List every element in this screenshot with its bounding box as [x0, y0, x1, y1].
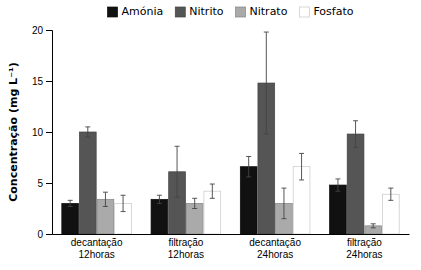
- tick-label: 0: [37, 229, 43, 240]
- error-bar: [210, 184, 215, 198]
- tick: filtração24horas: [346, 237, 382, 260]
- bar: [347, 134, 364, 234]
- axis-line: [46, 31, 53, 235]
- bar: [330, 185, 347, 234]
- legend-item: Nitrato: [236, 5, 288, 18]
- legend-swatch: [236, 7, 246, 17]
- tick-label-line: 12horas: [79, 249, 115, 260]
- error-bar: [192, 198, 197, 208]
- tick-label: 15: [32, 76, 44, 87]
- tick-mark: [46, 30, 52, 31]
- y-axis: 0 5 10 15 20: [32, 25, 53, 240]
- axis-line: [53, 234, 410, 235]
- series: [62, 156, 346, 234]
- legend-swatch: [299, 7, 309, 17]
- tick-label-line: 12horas: [168, 249, 204, 260]
- tick-label: filtração24horas: [346, 237, 382, 260]
- tick-label-line: 24horas: [257, 249, 293, 260]
- legend-item: Nitrito: [175, 5, 223, 18]
- error-bar: [388, 188, 393, 200]
- tick-label-line: 24horas: [346, 249, 382, 260]
- error-bar: [335, 179, 340, 191]
- series: [115, 153, 399, 234]
- series: [97, 188, 381, 234]
- legend-label: Amónia: [122, 5, 164, 18]
- tick-label-line: decantação: [249, 237, 301, 248]
- tick-label: filtração12horas: [168, 237, 204, 260]
- tick-mark: [46, 234, 52, 235]
- tick-mark: [46, 132, 52, 133]
- error-bar: [68, 200, 73, 206]
- tick: 0: [37, 229, 52, 240]
- tick-label: 10: [32, 127, 44, 138]
- legend: Amónia Nitrito Nitrato Fosfato: [108, 5, 354, 18]
- legend-label: Nitrato: [250, 5, 288, 18]
- error-bar: [121, 195, 126, 211]
- error-bar: [103, 192, 108, 206]
- tick-label: decantação12horas: [71, 237, 123, 260]
- bar: [151, 199, 168, 234]
- error-bar: [175, 146, 180, 197]
- marks: [62, 32, 399, 234]
- tick: decantação24horas: [249, 237, 301, 260]
- x-axis: decantação12horasfiltração12horasdecanta…: [53, 235, 410, 260]
- tick: filtração12horas: [168, 237, 204, 260]
- tick: 5: [37, 178, 52, 189]
- y-axis-title: Concentração (mg L⁻¹): [7, 62, 20, 202]
- error-bar: [157, 195, 162, 203]
- error-bar: [264, 32, 269, 134]
- tick-mark: [46, 183, 52, 184]
- error-bar: [246, 156, 251, 176]
- error-bar: [299, 153, 304, 180]
- tick: 20: [32, 25, 52, 36]
- series: [79, 32, 363, 234]
- tick: 10: [32, 127, 52, 138]
- tick-label-line: filtração: [168, 237, 203, 248]
- legend-label: Nitrito: [189, 5, 223, 18]
- legend-swatch: [175, 7, 185, 17]
- tick-label: 20: [32, 25, 44, 36]
- tick-label-line: decantação: [71, 237, 123, 248]
- error-bar: [281, 188, 286, 219]
- legend-label: Fosfato: [313, 5, 353, 18]
- tick: 15: [32, 76, 52, 87]
- error-bar: [371, 224, 376, 228]
- tick-mark: [46, 81, 52, 82]
- legend-item: Amónia: [108, 5, 164, 18]
- tick-label: 5: [37, 178, 43, 189]
- bar: [79, 132, 96, 234]
- tick-label: decantação24horas: [249, 237, 301, 260]
- chart: 05101520decantação12horasfiltração12hora…: [0, 0, 421, 270]
- tick-label-line: filtração: [347, 237, 382, 248]
- tick: decantação12horas: [71, 237, 123, 260]
- error-bar: [353, 121, 358, 148]
- bar: [62, 203, 79, 234]
- legend-swatch: [108, 7, 118, 17]
- error-bar: [85, 127, 90, 137]
- plot: 05101520decantação12horasfiltração12hora…: [32, 25, 410, 260]
- legend-item: Fosfato: [299, 5, 353, 18]
